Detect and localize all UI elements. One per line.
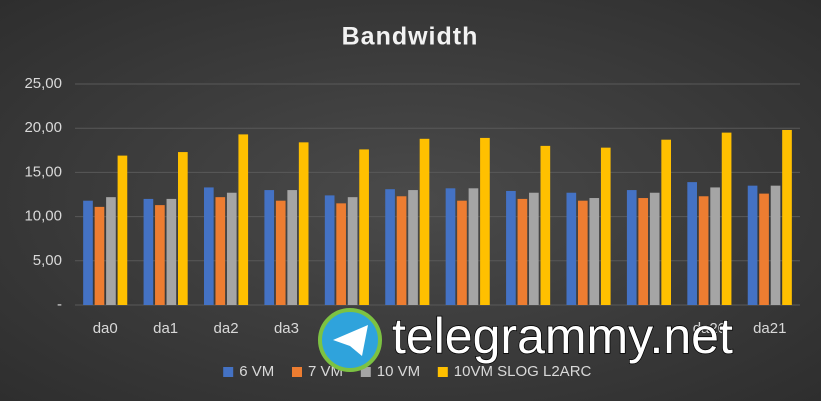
bar: [747, 185, 758, 305]
bar: [408, 190, 418, 305]
legend-label: 10 VM: [377, 363, 420, 380]
x-tick-label: da3: [274, 320, 299, 337]
legend-label: 6 VM: [239, 363, 274, 380]
x-tick-label: da20: [693, 320, 726, 337]
bar: [661, 139, 672, 305]
bar: [638, 198, 649, 305]
bar: [178, 152, 188, 305]
bar: [238, 134, 249, 305]
bar: [347, 197, 358, 305]
bar: [166, 198, 177, 305]
bar: [626, 190, 637, 305]
bar: [577, 200, 588, 305]
bar: [226, 192, 237, 305]
bar: [445, 188, 456, 305]
bar: [106, 197, 116, 305]
bar: [143, 198, 154, 305]
bar: [600, 147, 611, 305]
bar: [419, 138, 430, 305]
bar: [94, 206, 105, 305]
bar: [649, 192, 660, 305]
bar: [480, 137, 490, 305]
legend-label: 10VM SLOG L2ARC: [454, 363, 592, 380]
bar: [770, 185, 781, 305]
y-tick-label: 10,00: [24, 208, 62, 225]
y-tick-label: 5,00: [33, 252, 62, 269]
bar: [117, 155, 128, 305]
y-tick-label: 20,00: [24, 119, 62, 136]
bar: [589, 198, 600, 305]
bar: [698, 196, 709, 305]
y-tick-label: 15,00: [24, 163, 62, 180]
chart-title: Bandwidth: [342, 23, 479, 51]
bar: [275, 200, 286, 305]
watermark-plane: [333, 325, 368, 356]
x-tick-label: da1: [153, 320, 178, 337]
bar: [457, 200, 467, 305]
x-tick-label: da2: [214, 320, 239, 337]
bar: [721, 132, 732, 305]
legend-swatch: [437, 367, 448, 377]
legend-swatch: [360, 367, 371, 377]
bar: [687, 182, 697, 305]
bar: [287, 190, 298, 305]
bar: [155, 205, 165, 305]
bar: [359, 149, 369, 305]
bar: [385, 189, 395, 305]
bar: [83, 200, 93, 305]
legend-swatch: [292, 367, 302, 377]
bar: [517, 198, 528, 305]
y-tick-label: 25,00: [24, 75, 62, 92]
legend-swatch: [223, 367, 234, 377]
bar: [264, 190, 275, 305]
x-tick-label: da21: [753, 320, 786, 337]
watermark: [318, 308, 382, 372]
bar: [540, 145, 551, 305]
y-tick-label: -: [57, 296, 62, 313]
bar: [324, 195, 335, 305]
bar: [710, 187, 720, 305]
watermark-text: telegrammy.net: [392, 308, 733, 364]
bar: [468, 188, 479, 305]
bar: [298, 142, 309, 305]
bar: [566, 192, 577, 305]
x-tick-label: da0: [93, 320, 118, 337]
bar: [203, 187, 214, 305]
bar: [336, 203, 346, 305]
bar: [759, 193, 769, 305]
bar: [782, 129, 792, 305]
bar: [396, 196, 407, 305]
bar: [506, 190, 516, 305]
bar: [529, 192, 539, 305]
bar: [215, 197, 226, 305]
